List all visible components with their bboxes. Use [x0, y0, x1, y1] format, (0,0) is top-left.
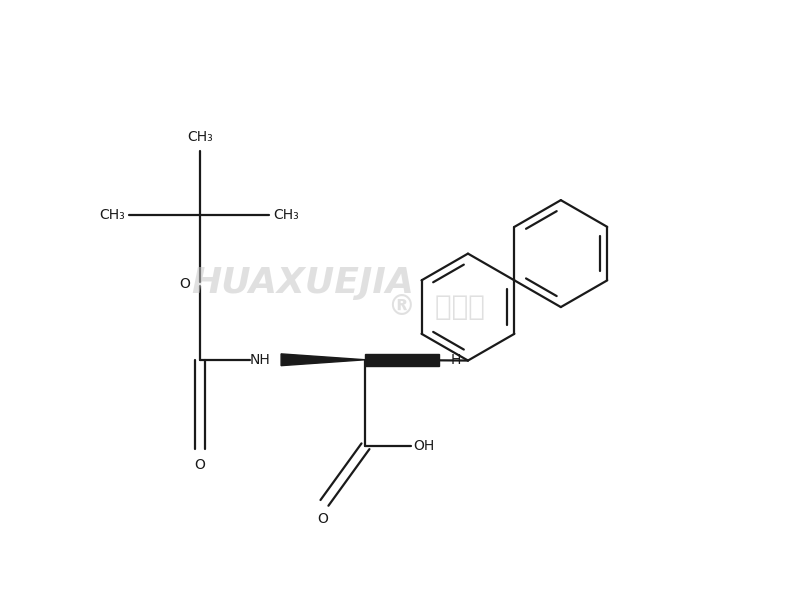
Text: O: O [179, 277, 191, 292]
Text: ®  化学加: ® 化学加 [388, 293, 485, 321]
Text: O: O [195, 458, 206, 472]
Text: CH₃: CH₃ [273, 208, 299, 222]
Polygon shape [281, 354, 365, 366]
Polygon shape [365, 354, 439, 366]
Text: O: O [318, 512, 329, 527]
Text: H: H [451, 353, 461, 367]
Text: CH₃: CH₃ [187, 130, 213, 144]
Text: NH: NH [250, 353, 271, 367]
Text: OH: OH [414, 439, 435, 454]
Text: CH₃: CH₃ [99, 208, 125, 222]
Text: HUAXUEJIA: HUAXUEJIA [191, 266, 414, 300]
